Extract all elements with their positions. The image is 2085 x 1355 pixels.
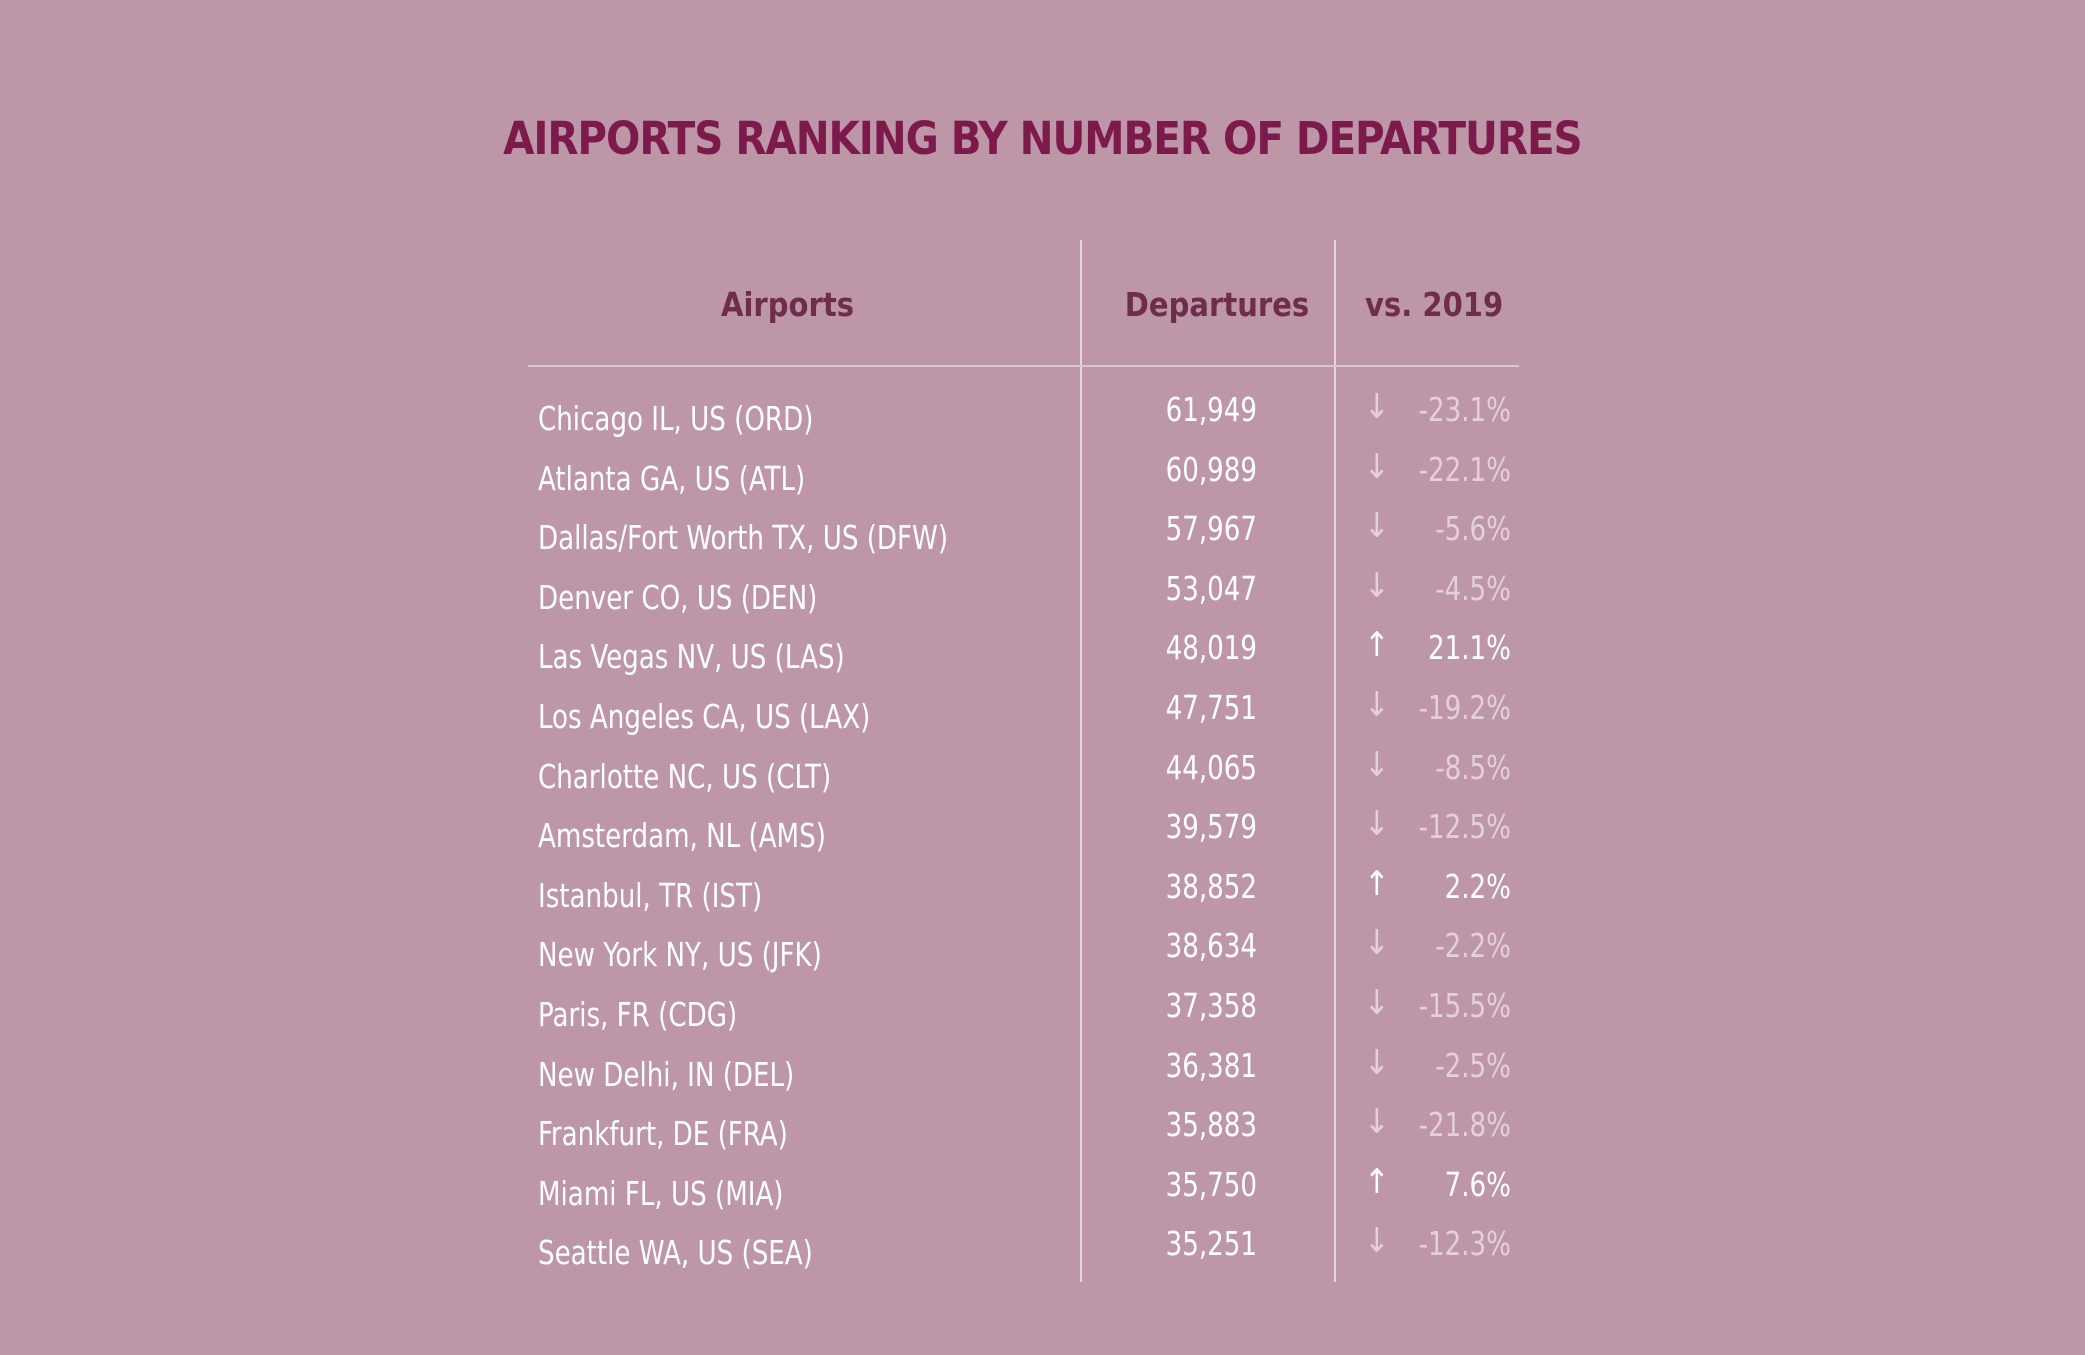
departures-value: 39,579 (1165, 807, 1257, 847)
change-vs-2019-value: -4.5% (1435, 568, 1511, 608)
table-row: Chicago IL, US (ORD) 61,949 ↓ -23.1% (0, 387, 2085, 458)
change-vs-2019-value: -12.5% (1418, 807, 1511, 847)
table-row: New York NY, US (JFK) 38,634 ↓ -2.2% (0, 923, 2085, 994)
arrow-down-icon: ↓ (1364, 565, 1390, 606)
arrow-down-icon: ↓ (1364, 506, 1390, 547)
airport-name: Los Angeles CA, US (LAX) (538, 697, 871, 736)
departures-value: 37,358 (1165, 986, 1257, 1025)
change-vs-2019-value: -15.5% (1418, 986, 1511, 1025)
departures-value: 36,381 (1165, 1045, 1257, 1085)
departures-value: 35,251 (1165, 1224, 1257, 1264)
departures-value: 44,065 (1165, 747, 1257, 787)
airport-name: Chicago IL, US (ORD) (538, 399, 814, 438)
arrow-down-icon: ↓ (1364, 923, 1390, 964)
airport-name: Paris, FR (CDG) (538, 995, 738, 1034)
column-divider-2 (1334, 240, 1336, 1282)
arrow-down-icon: ↓ (1364, 685, 1390, 725)
change-vs-2019-value: -8.5% (1435, 747, 1511, 787)
change-vs-2019-value: -12.3% (1418, 1224, 1511, 1264)
airport-name: Miami FL, US (MIA) (538, 1173, 784, 1213)
airport-name: Las Vegas NV, US (LAS) (538, 637, 845, 677)
airport-name: New Delhi, IN (DEL) (538, 1054, 795, 1094)
change-vs-2019-value: 2.2% (1444, 866, 1511, 906)
airport-name: Amsterdam, NL (AMS) (538, 816, 826, 856)
table-row: Las Vegas NV, US (LAS) 48,019 ↑ 21.1% (0, 625, 2085, 696)
arrow-down-icon: ↓ (1364, 744, 1390, 785)
departures-value: 53,047 (1165, 568, 1257, 608)
airport-name: Istanbul, TR (IST) (538, 875, 763, 915)
arrow-down-icon: ↓ (1364, 983, 1390, 1023)
column-divider-1 (1080, 240, 1082, 1282)
arrow-up-icon: ↑ (1364, 1161, 1390, 1202)
arrow-down-icon: ↓ (1364, 1042, 1390, 1083)
change-vs-2019-value: -19.2% (1418, 688, 1511, 727)
table-row: Seattle WA, US (SEA) 35,251 ↓ -12.3% (0, 1221, 2085, 1292)
table-row: Istanbul, TR (IST) 38,852 ↑ 2.2% (0, 864, 2085, 935)
departures-value: 60,989 (1165, 449, 1257, 489)
arrow-down-icon: ↓ (1364, 1102, 1390, 1143)
airport-name: Denver CO, US (DEN) (538, 577, 818, 617)
header-rule (528, 365, 1519, 367)
change-vs-2019-value: 21.1% (1428, 628, 1511, 668)
table-row: Atlanta GA, US (ATL) 60,989 ↓ -22.1% (0, 447, 2085, 518)
arrow-up-icon: ↑ (1364, 625, 1390, 666)
change-vs-2019-value: -5.6% (1435, 509, 1511, 549)
change-vs-2019-value: -21.8% (1418, 1105, 1511, 1145)
change-vs-2019-value: -23.1% (1418, 390, 1511, 429)
table-row: Paris, FR (CDG) 37,358 ↓ -15.5% (0, 983, 2085, 1054)
column-header-airports: Airports (721, 285, 854, 324)
arrow-down-icon: ↓ (1364, 1221, 1390, 1262)
departures-value: 57,967 (1165, 509, 1257, 549)
departures-value: 38,634 (1165, 926, 1257, 966)
arrow-down-icon: ↓ (1364, 804, 1390, 845)
table-row: Amsterdam, NL (AMS) 39,579 ↓ -12.5% (0, 804, 2085, 875)
table-row: Frankfurt, DE (FRA) 35,883 ↓ -21.8% (0, 1102, 2085, 1173)
airport-name: New York NY, US (JFK) (538, 935, 822, 975)
arrow-up-icon: ↑ (1364, 863, 1390, 904)
table-row: Miami FL, US (MIA) 35,750 ↑ 7.6% (0, 1162, 2085, 1233)
departures-value: 47,751 (1165, 688, 1257, 727)
departures-value: 38,852 (1165, 866, 1257, 906)
change-vs-2019-value: -22.1% (1418, 449, 1511, 489)
arrow-down-icon: ↓ (1364, 387, 1390, 427)
column-header-vs-2019: vs. 2019 (1365, 285, 1504, 324)
table-row: New Delhi, IN (DEL) 36,381 ↓ -2.5% (0, 1043, 2085, 1114)
column-header-departures: Departures (1124, 285, 1310, 324)
airport-name: Frankfurt, DE (FRA) (538, 1114, 788, 1154)
arrow-down-icon: ↓ (1364, 446, 1390, 487)
table-row: Denver CO, US (DEN) 53,047 ↓ -4.5% (0, 566, 2085, 637)
airport-name: Charlotte NC, US (CLT) (538, 756, 832, 796)
chart-title: AIRPORTS RANKING BY NUMBER OF DEPARTURES (503, 112, 1583, 165)
departures-value: 61,949 (1165, 390, 1257, 429)
change-vs-2019-value: -2.5% (1435, 1045, 1511, 1085)
departures-value: 35,883 (1165, 1105, 1257, 1145)
airport-name: Atlanta GA, US (ATL) (538, 458, 806, 498)
departures-value: 35,750 (1165, 1164, 1257, 1204)
departures-value: 48,019 (1165, 628, 1257, 668)
airport-name: Dallas/Fort Worth TX, US (DFW) (538, 518, 949, 558)
table-row: Charlotte NC, US (CLT) 44,065 ↓ -8.5% (0, 745, 2085, 816)
table-row: Dallas/Fort Worth TX, US (DFW) 57,967 ↓ -5.… (0, 506, 2085, 577)
change-vs-2019-value: 7.6% (1444, 1164, 1511, 1204)
airport-name: Seattle WA, US (SEA) (538, 1233, 813, 1273)
change-vs-2019-value: -2.2% (1435, 926, 1511, 966)
table-row: Los Angeles CA, US (LAX) 47,751 ↓ -19.2% (0, 685, 2085, 756)
